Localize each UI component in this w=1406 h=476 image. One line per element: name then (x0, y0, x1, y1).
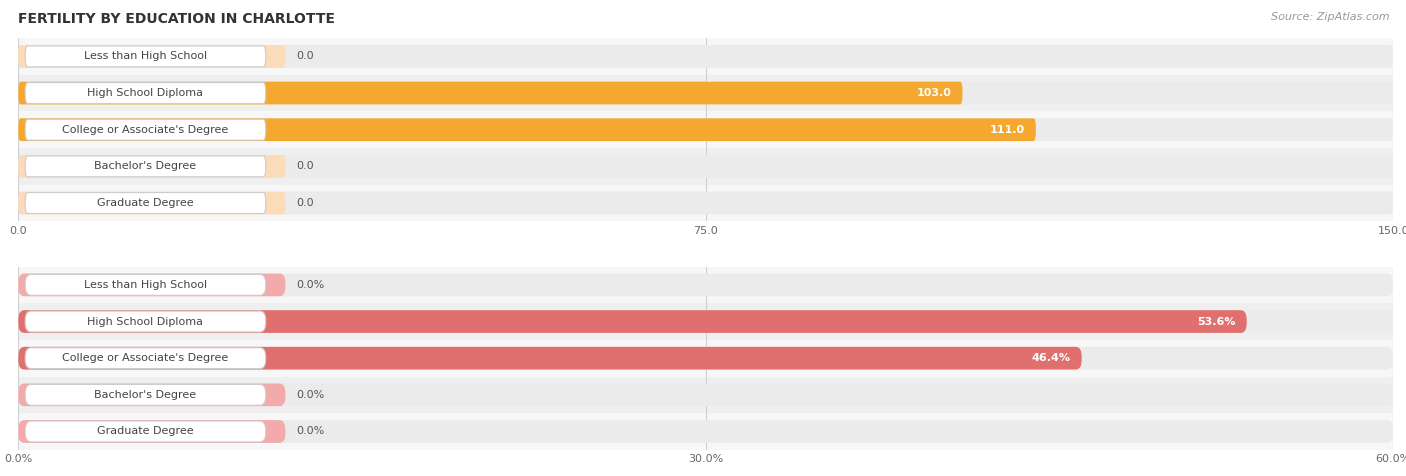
Bar (18, 413, 1393, 450)
FancyBboxPatch shape (25, 119, 266, 140)
FancyBboxPatch shape (25, 46, 266, 67)
FancyBboxPatch shape (18, 82, 963, 104)
Text: 111.0: 111.0 (990, 125, 1025, 135)
Text: Source: ZipAtlas.com: Source: ZipAtlas.com (1271, 12, 1389, 22)
FancyBboxPatch shape (18, 192, 1393, 214)
Bar (18, 267, 1393, 303)
Text: Bachelor's Degree: Bachelor's Degree (94, 161, 197, 171)
FancyBboxPatch shape (18, 384, 1393, 406)
Text: College or Associate's Degree: College or Associate's Degree (62, 125, 229, 135)
Text: 53.6%: 53.6% (1197, 317, 1236, 327)
FancyBboxPatch shape (18, 119, 1393, 141)
Text: Less than High School: Less than High School (84, 51, 207, 61)
FancyBboxPatch shape (18, 45, 285, 68)
FancyBboxPatch shape (25, 421, 266, 442)
FancyBboxPatch shape (18, 45, 1393, 68)
Bar (18, 148, 1393, 185)
Text: Graduate Degree: Graduate Degree (97, 426, 194, 436)
Text: 46.4%: 46.4% (1032, 353, 1070, 363)
Text: 103.0: 103.0 (917, 88, 952, 98)
Text: FERTILITY BY EDUCATION IN CHARLOTTE: FERTILITY BY EDUCATION IN CHARLOTTE (18, 12, 335, 26)
FancyBboxPatch shape (18, 347, 1081, 369)
Text: 0.0: 0.0 (297, 161, 314, 171)
Text: Less than High School: Less than High School (84, 280, 207, 290)
FancyBboxPatch shape (18, 119, 1036, 141)
Text: Bachelor's Degree: Bachelor's Degree (94, 390, 197, 400)
FancyBboxPatch shape (18, 274, 285, 296)
FancyBboxPatch shape (18, 192, 285, 214)
FancyBboxPatch shape (25, 348, 266, 368)
Text: 0.0%: 0.0% (297, 426, 325, 436)
Text: College or Associate's Degree: College or Associate's Degree (62, 353, 229, 363)
FancyBboxPatch shape (25, 385, 266, 405)
Text: 0.0%: 0.0% (297, 390, 325, 400)
FancyBboxPatch shape (18, 347, 1393, 369)
FancyBboxPatch shape (18, 384, 285, 406)
FancyBboxPatch shape (25, 193, 266, 213)
FancyBboxPatch shape (25, 311, 266, 332)
FancyBboxPatch shape (25, 83, 266, 103)
Text: High School Diploma: High School Diploma (87, 317, 204, 327)
FancyBboxPatch shape (18, 82, 1393, 104)
Bar (18, 303, 1393, 340)
Bar (18, 185, 1393, 221)
Text: 0.0%: 0.0% (297, 280, 325, 290)
FancyBboxPatch shape (18, 420, 285, 443)
FancyBboxPatch shape (18, 274, 1393, 296)
FancyBboxPatch shape (18, 420, 1393, 443)
Bar (18, 111, 1393, 148)
Text: 0.0: 0.0 (297, 51, 314, 61)
Bar (18, 75, 1393, 111)
FancyBboxPatch shape (18, 310, 1393, 333)
Bar (18, 38, 1393, 75)
FancyBboxPatch shape (25, 156, 266, 177)
Bar (18, 340, 1393, 377)
Text: 0.0: 0.0 (297, 198, 314, 208)
FancyBboxPatch shape (25, 275, 266, 295)
Bar (18, 377, 1393, 413)
FancyBboxPatch shape (18, 155, 285, 178)
Text: Graduate Degree: Graduate Degree (97, 198, 194, 208)
FancyBboxPatch shape (18, 155, 1393, 178)
Text: High School Diploma: High School Diploma (87, 88, 204, 98)
FancyBboxPatch shape (18, 310, 1247, 333)
